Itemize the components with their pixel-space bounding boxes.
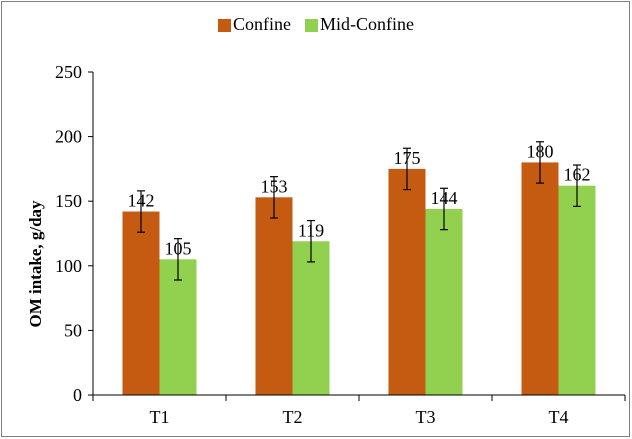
bar-confine-t1 <box>122 211 160 395</box>
legend-swatch <box>218 19 231 32</box>
y-tick-label: 50 <box>64 320 82 340</box>
legend-swatch <box>305 19 318 32</box>
legend: Confine Mid-Confine <box>218 14 414 34</box>
y-tick-label: 0 <box>73 385 82 405</box>
data-label: 175 <box>394 148 421 168</box>
data-label: 142 <box>128 191 155 211</box>
data-label: 105 <box>165 238 192 258</box>
bar-confine-t4 <box>521 162 559 395</box>
bars <box>122 162 596 395</box>
data-label: 162 <box>564 165 591 185</box>
x-axis: T1 T2 T3 T4 <box>92 394 626 427</box>
y-tick-label: 150 <box>55 191 82 211</box>
bar-mid-confine-t4 <box>558 185 596 395</box>
bar-mid-confine-t3 <box>425 208 463 395</box>
x-tick-label: T1 <box>150 407 170 427</box>
legend-item: Mid-Confine <box>305 14 414 34</box>
y-axis-label: OM intake, g/day <box>26 200 45 328</box>
error-bars <box>137 141 581 281</box>
x-tick-label: T4 <box>549 407 569 427</box>
y-tick-label: 250 <box>55 62 82 82</box>
x-tick-label: T3 <box>416 407 436 427</box>
legend-item: Confine <box>218 14 291 34</box>
bar-mid-confine-t2 <box>292 241 330 395</box>
bar-mid-confine-t1 <box>159 259 197 395</box>
y-tick-label: 200 <box>55 127 82 147</box>
bar-confine-t3 <box>388 168 426 395</box>
y-axis: 0 50 100 150 200 250 <box>55 62 94 405</box>
bar-confine-t2 <box>255 197 293 395</box>
legend-label: Mid-Confine <box>320 14 414 34</box>
data-label: 144 <box>431 188 458 208</box>
legend-label: Confine <box>233 14 291 34</box>
y-tick-label: 100 <box>55 256 82 276</box>
x-tick-label: T2 <box>283 407 303 427</box>
data-labels: 142 105 153 119 175 144 180 162 <box>128 141 591 258</box>
data-label: 180 <box>527 141 554 161</box>
data-label: 153 <box>261 176 288 196</box>
data-label: 119 <box>298 220 324 240</box>
